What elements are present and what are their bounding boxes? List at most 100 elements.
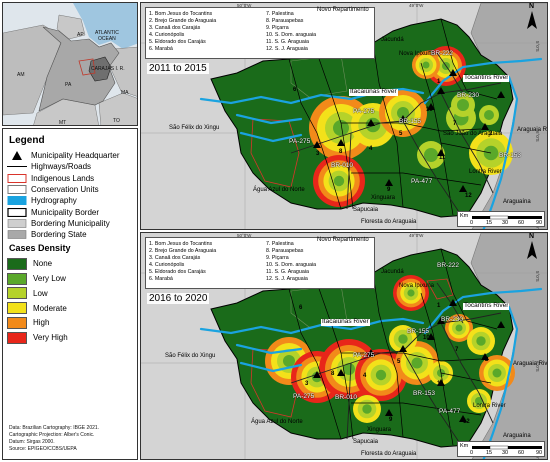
scale-tick: 60 (518, 220, 525, 226)
municipality-number: 2 (489, 131, 493, 137)
place-label: Floresta do Araguaia (361, 219, 417, 225)
road-label: PA-477 (411, 178, 433, 185)
municipality-number: 12 (463, 419, 470, 425)
inset-map-svg (3, 3, 137, 125)
municipality-headquarter-marker (449, 69, 457, 76)
coord-label: 49°0'W (409, 3, 424, 8)
triangle-icon (7, 151, 27, 161)
density-hotspot (411, 357, 423, 369)
inset-label: MT (59, 120, 67, 126)
municipality-key-item: 12. S. J. Araguaia (266, 275, 308, 282)
density-hotspot (475, 397, 483, 405)
density-item-low: Low (7, 286, 133, 301)
indigenous-outline-icon (7, 173, 27, 183)
municipality-key-item: 3. Canaã dos Carajás (149, 24, 201, 31)
municipality-number: 4 (369, 146, 373, 152)
municipality-headquarter-marker (437, 149, 445, 156)
municipality-key-item: 2. Brejo Grande do Araguaia (149, 247, 217, 254)
municipality-key-item: 11. S. G. Araguaia (266, 268, 309, 275)
period-label: 2016 to 2020 (147, 293, 210, 304)
density-hotspot (283, 355, 295, 367)
highway-line (402, 120, 462, 216)
municipality-headquarter-marker (427, 103, 435, 110)
scale-tick: 90 (536, 220, 543, 226)
density-list: None Very Low Low Moderate High Very Hig… (7, 256, 133, 345)
river-label: Tocantins River (463, 74, 510, 82)
scale-unit: Km (460, 213, 469, 219)
density-swatch (7, 316, 27, 329)
road-label: BR-010 (335, 394, 358, 401)
municipality-number: 6 (299, 305, 303, 311)
inset-label: OCEAN (98, 36, 116, 42)
river-line (235, 343, 303, 355)
density-hotspot (333, 175, 345, 187)
highway-line (402, 350, 462, 446)
density-swatch (7, 287, 27, 300)
road-label: BR-222 (437, 262, 460, 269)
municipality-border (351, 172, 482, 186)
legend-label: Bordering Municipality (31, 218, 110, 228)
inset-label: TO (113, 118, 120, 124)
municipality-number: 10 (426, 107, 433, 113)
municipality-number: 11 (437, 381, 444, 387)
municipality-key-col2: 7. Palestina 8. Parauapebas 9. Piçarra 1… (266, 241, 316, 283)
legend-item-indigenous: Indigenous Lands (7, 173, 133, 184)
legend-item-bordering-state: Bordering State (7, 229, 133, 240)
legend-item-bordering-municipality: Bordering Municipality (7, 218, 133, 229)
inset-label: ATLANTIC (95, 30, 119, 36)
coord-label: 50°0'W (237, 233, 252, 238)
scale-tick: 15 (486, 220, 493, 226)
road-label: BR-155 (407, 328, 430, 335)
place-label: São Félix do Xingu (165, 353, 216, 359)
legend-item-headquarter: Municipality Headquarter (7, 150, 133, 161)
map-panel-2016-2020: 1. Bom Jesus do Tocantins 2. Brejo Grand… (140, 232, 548, 460)
municipality-headquarter-marker (313, 141, 321, 148)
density-hotspot (375, 369, 387, 381)
municipality-key-item: 9. Piçarra (266, 24, 289, 31)
density-hotspot (476, 336, 486, 346)
source-line: Source: EPIGEO/CCBS/UEPA (9, 446, 77, 452)
road-label: BR-230 (457, 92, 480, 99)
legend-label: Bordering State (31, 230, 87, 240)
legend-item-roads: Highways/Roads (7, 161, 133, 172)
density-hotspot (407, 289, 415, 297)
highway-line (346, 362, 352, 440)
municipality-number: 8 (331, 371, 335, 377)
density-item-very-high: Very High (7, 330, 133, 345)
density-hotspot (492, 368, 502, 378)
municipality-key-item: 8. Parauapebas (266, 17, 304, 24)
density-hotspot (457, 99, 469, 111)
river-label: Araguaia River (513, 361, 548, 367)
municipality-key-item: 4. Curionópolis (149, 261, 185, 268)
conservation-outline-icon (7, 185, 27, 195)
density-item-none: None (7, 256, 133, 271)
municipality-number: 3 (305, 381, 309, 387)
municipality-border (440, 142, 492, 154)
river-line (239, 131, 303, 143)
density-hotspot (397, 107, 409, 119)
scale-unit: Km (460, 443, 469, 449)
place-label: Jacundá (381, 37, 404, 43)
road-label: PA-275 (289, 138, 311, 145)
municipality-key-item: 10. S. Dom. araguaia (266, 31, 317, 38)
river-label: Itacaiúnas River (321, 318, 370, 326)
inset-label: MA (121, 90, 129, 96)
bordering-state-swatch-icon (7, 230, 27, 240)
density-hotspot (422, 61, 430, 69)
coord-label: 5°0'S (535, 271, 540, 282)
municipality-headquarter-marker (313, 371, 321, 378)
municipality-key-item: 5. Eldorado dos Carajás (149, 38, 206, 45)
density-label: High (33, 318, 50, 328)
municipality-number: 11 (439, 155, 446, 161)
road-line-icon (7, 162, 27, 171)
river-label: Lontra River (469, 169, 502, 175)
municipality-key-item: 5. Eldorado dos Carajás (149, 268, 206, 275)
road-label: BR-222 (431, 50, 454, 57)
scale-tick: 60 (518, 450, 525, 456)
place-label: Xinguara (371, 195, 396, 201)
inset-label: CARAJÁS I. R. (91, 66, 125, 72)
municipality-key-item: 7. Palestina (266, 241, 294, 247)
highway-line (440, 322, 494, 424)
municipality-number: 3 (316, 151, 320, 157)
inset-locator-map: AP ATLANTIC OCEAN AM PA CARAJÁS I. R. MA MT TO (2, 2, 138, 126)
